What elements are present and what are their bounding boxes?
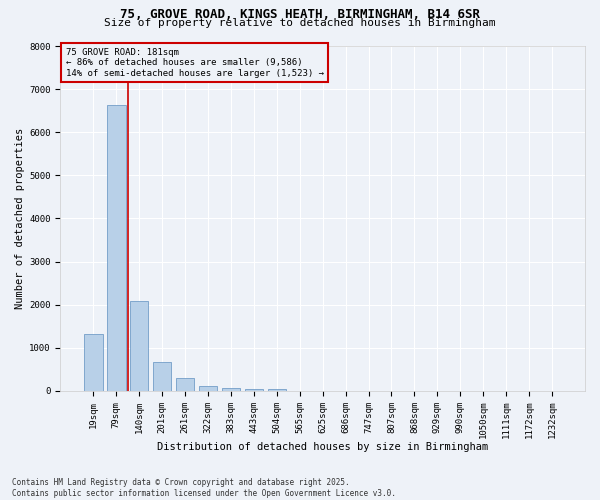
Text: Size of property relative to detached houses in Birmingham: Size of property relative to detached ho… bbox=[104, 18, 496, 28]
Bar bbox=[107, 105, 125, 391]
Y-axis label: Number of detached properties: Number of detached properties bbox=[15, 128, 25, 309]
Text: 75, GROVE ROAD, KINGS HEATH, BIRMINGHAM, B14 6SR: 75, GROVE ROAD, KINGS HEATH, BIRMINGHAM,… bbox=[120, 8, 480, 20]
Bar bbox=[176, 378, 194, 391]
Text: Contains HM Land Registry data © Crown copyright and database right 2025.
Contai: Contains HM Land Registry data © Crown c… bbox=[12, 478, 396, 498]
Bar bbox=[268, 389, 286, 391]
Bar bbox=[222, 388, 240, 391]
Bar bbox=[130, 301, 148, 391]
Bar bbox=[199, 386, 217, 391]
Bar bbox=[153, 362, 172, 391]
Bar bbox=[84, 334, 103, 391]
X-axis label: Distribution of detached houses by size in Birmingham: Distribution of detached houses by size … bbox=[157, 442, 488, 452]
Bar bbox=[245, 389, 263, 391]
Text: 75 GROVE ROAD: 181sqm
← 86% of detached houses are smaller (9,586)
14% of semi-d: 75 GROVE ROAD: 181sqm ← 86% of detached … bbox=[65, 48, 323, 78]
